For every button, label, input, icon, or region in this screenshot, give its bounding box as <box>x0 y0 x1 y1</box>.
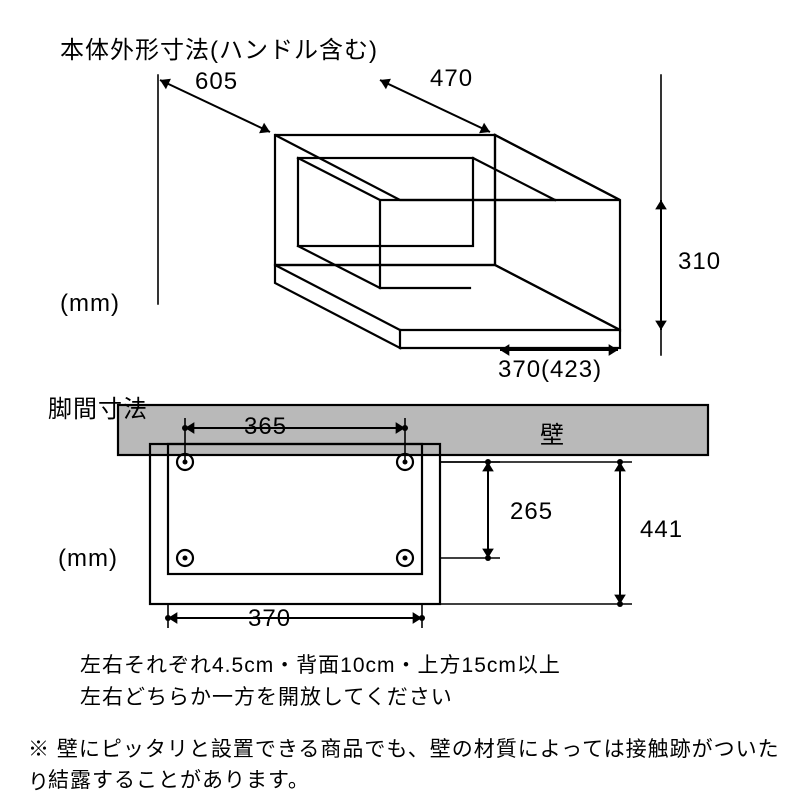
dim-foot-inner-w: 365 <box>244 413 287 441</box>
diagram-root: { "colors": { "stroke": "#000000", "bg":… <box>0 0 800 800</box>
footnote-line-2: 結露することがあります。 <box>48 765 310 798</box>
clearance-line-1: 左右それぞれ4.5cm・背面10cm・上方15cm以上 <box>80 650 561 683</box>
wall-label: 壁 <box>540 415 565 450</box>
dim-top-depth: 605 <box>195 68 238 96</box>
dim-top-width: 470 <box>430 65 473 93</box>
dim-bottom-depth: 370(423) <box>498 356 602 384</box>
dim-foot-inner-h: 265 <box>510 498 553 526</box>
title-top: 本体外形寸法(ハンドル含む) <box>60 30 378 65</box>
title-mid: 脚間寸法 <box>48 389 148 424</box>
clearance-line-2: 左右どちらか一方を開放してください <box>80 682 453 715</box>
dim-foot-outer-h: 441 <box>640 516 683 544</box>
dim-right-height: 310 <box>678 248 721 276</box>
unit-label-2: (mm) <box>58 545 118 573</box>
unit-label-1: (mm) <box>60 290 120 318</box>
dim-foot-outer-w: 370 <box>248 605 291 633</box>
